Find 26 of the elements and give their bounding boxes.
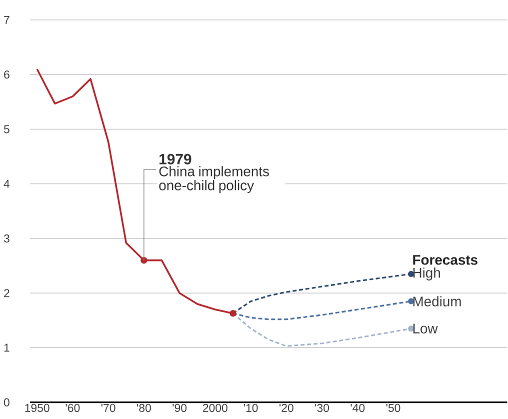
x-tick-label: '60 xyxy=(66,404,80,412)
y-tick-label: 1 xyxy=(4,344,10,352)
x-tick-label: '30 xyxy=(315,404,330,412)
point xyxy=(230,310,236,316)
y-tick-label: 2 xyxy=(4,288,10,297)
x-tick-label: '20 xyxy=(280,404,294,412)
y-tick-label: 5 xyxy=(4,125,10,134)
y-tick-label: 6 xyxy=(4,70,10,78)
annotation: China implements one-child policy xyxy=(159,166,269,193)
series-label: Low xyxy=(413,324,438,334)
series-label: High xyxy=(413,267,440,280)
x-tick-label: '10 xyxy=(244,404,258,412)
x-tick-label: 2000 xyxy=(203,404,228,412)
annotation: 1979 xyxy=(160,154,192,164)
series-label: Medium xyxy=(413,296,461,306)
x-tick-label: '80 xyxy=(137,404,151,412)
y-tick-label: 4 xyxy=(4,180,10,188)
x-tick-label: '70 xyxy=(101,404,116,412)
legend-title: Forecasts xyxy=(413,254,478,265)
y-tick-label: 0 xyxy=(4,398,10,406)
x-tick-label: '40 xyxy=(350,404,365,412)
x-tick-label: '50 xyxy=(386,404,400,412)
x-tick-label: '90 xyxy=(172,404,187,412)
y-tick-label: 7 xyxy=(4,16,10,24)
x-tick-label: 1950 xyxy=(25,404,50,412)
y-tick-label: 3 xyxy=(4,234,10,242)
